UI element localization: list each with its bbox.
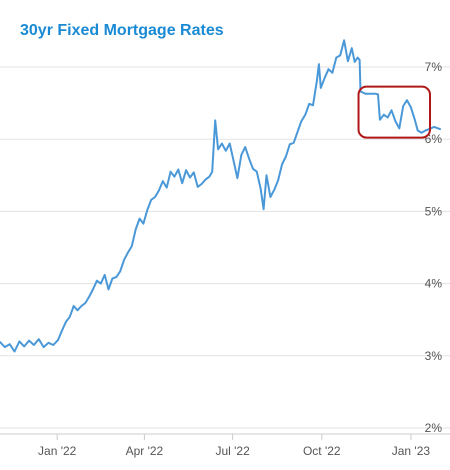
x-tick-label-0: Jan '22 — [38, 444, 77, 458]
y-tick-label-0: 2% — [425, 421, 443, 435]
y-tick-label-5: 7% — [425, 60, 443, 74]
y-tick-label-4: 6% — [425, 132, 443, 146]
x-tick-label-3: Oct '22 — [303, 444, 341, 458]
x-tick-label-2: Jul '22 — [215, 444, 250, 458]
y-axis-ticks: 2% 3% 4% 5% 6% 7% — [425, 60, 443, 435]
series-line — [0, 39, 441, 353]
y-tick-label-2: 4% — [425, 277, 443, 291]
x-axis-ticks: Jan '22 Apr '22 Jul '22 Oct '22 Jan '23 — [38, 434, 430, 458]
highlight-box — [357, 85, 431, 139]
chart-title: 30yr Fixed Mortgage Rates — [20, 22, 224, 39]
x-tick-label-1: Apr '22 — [126, 444, 164, 458]
x-tick-label-4: Jan '23 — [392, 444, 431, 458]
y-tick-label-1: 3% — [425, 349, 443, 363]
y-gridlines — [0, 66, 450, 429]
y-tick-label-3: 5% — [425, 204, 443, 218]
